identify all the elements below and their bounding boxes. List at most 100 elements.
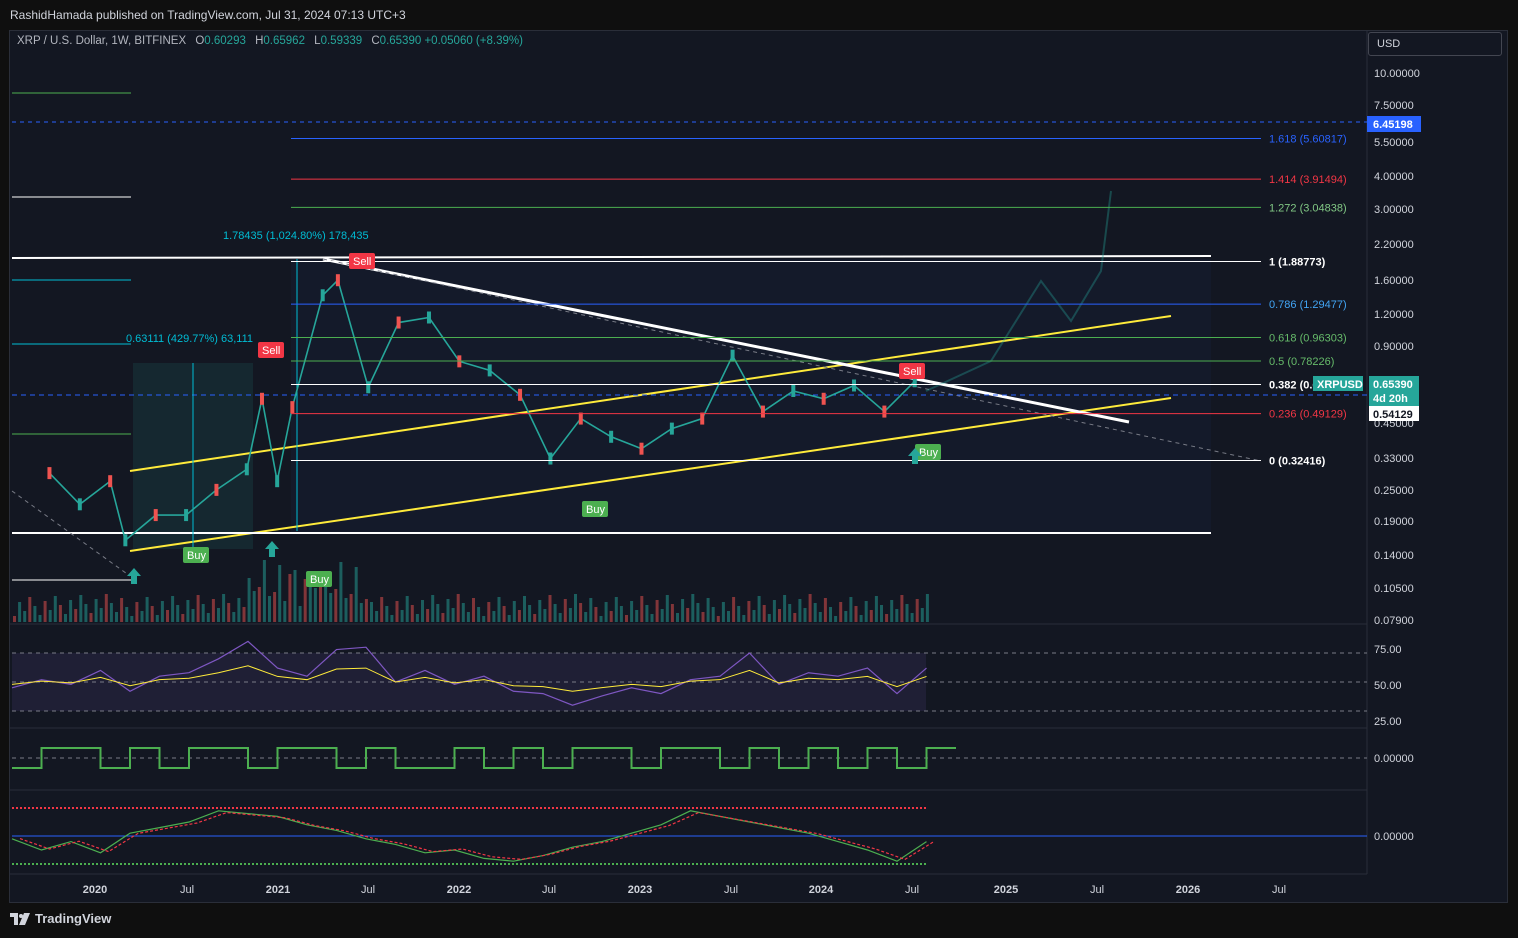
buy-signal-label: Buy bbox=[187, 550, 206, 562]
y-tick-label: 3.00000 bbox=[1374, 204, 1414, 216]
volume-bar bbox=[788, 604, 792, 622]
volume-bar bbox=[900, 595, 904, 622]
buy-arrow-icon bbox=[908, 448, 922, 464]
volume-bar bbox=[533, 614, 537, 622]
volume-bar bbox=[472, 598, 475, 622]
volume-bar bbox=[645, 605, 649, 622]
volume-bar bbox=[140, 611, 144, 622]
buy-signal-label: Buy bbox=[310, 574, 329, 586]
fib-label: 0.786 (1.29477) bbox=[1269, 299, 1347, 311]
volume-bar bbox=[217, 608, 220, 622]
sell-signal-label: Sell bbox=[353, 256, 371, 268]
volume-bar bbox=[298, 606, 302, 622]
volume-bar bbox=[324, 580, 328, 622]
volume-bar bbox=[268, 596, 271, 622]
buy-signal-box bbox=[183, 547, 209, 563]
volume-bar bbox=[502, 606, 506, 622]
volume-bar bbox=[23, 611, 27, 622]
volume-bar bbox=[58, 605, 62, 622]
volume-bar bbox=[568, 608, 572, 622]
volume-bar bbox=[191, 609, 195, 622]
candle bbox=[396, 316, 401, 329]
volume-bar bbox=[160, 601, 164, 622]
volume-bar bbox=[461, 603, 465, 622]
candle bbox=[730, 349, 735, 362]
volume-bar bbox=[619, 606, 623, 622]
volume-bar bbox=[359, 603, 363, 622]
buy-signal-box bbox=[306, 571, 332, 587]
y-tick-label: 1.20000 bbox=[1374, 309, 1414, 321]
x-tick-label: Jul bbox=[905, 884, 919, 896]
upper-channel-line bbox=[129, 315, 1172, 472]
volume-bar bbox=[74, 609, 78, 622]
candle bbox=[791, 384, 796, 397]
fib-zone bbox=[291, 259, 1211, 533]
volume-bar bbox=[803, 608, 807, 622]
volume-bar bbox=[405, 596, 409, 622]
volume-bar bbox=[130, 616, 134, 622]
candle bbox=[426, 311, 431, 324]
candle bbox=[578, 412, 583, 425]
tradingview-logo[interactable]: TradingView bbox=[10, 911, 111, 926]
price-line bbox=[48, 278, 916, 542]
volume-bar bbox=[497, 597, 501, 622]
volume-bar bbox=[273, 592, 277, 622]
x-tick-label: Jul bbox=[724, 884, 738, 896]
volume-bar bbox=[334, 589, 338, 622]
volume-bar bbox=[211, 599, 215, 622]
top-horizontal bbox=[11, 255, 1212, 259]
volume-bar bbox=[691, 594, 695, 622]
chart-frame[interactable]: 1.78435 (1,024.80%) 178,435 0.63111 (429.… bbox=[9, 30, 1508, 903]
volume-bar bbox=[150, 606, 154, 622]
volume-bar bbox=[885, 614, 889, 622]
volume-bar bbox=[120, 598, 124, 622]
volume-bar bbox=[818, 612, 822, 622]
volume-bar bbox=[732, 597, 736, 622]
candle bbox=[259, 392, 264, 405]
volume-bar bbox=[176, 605, 180, 622]
volume-bar bbox=[844, 611, 848, 622]
candle bbox=[882, 405, 887, 418]
sell-signal-box bbox=[349, 253, 375, 269]
candle bbox=[821, 392, 826, 405]
volume-bar bbox=[701, 612, 705, 622]
volume-bar bbox=[415, 614, 419, 622]
volume-bar bbox=[711, 607, 715, 622]
volume-bar bbox=[293, 570, 297, 622]
volume-bar bbox=[69, 600, 73, 622]
volume-bar bbox=[538, 600, 542, 622]
volume-bar bbox=[706, 598, 710, 622]
volume-bar bbox=[492, 611, 496, 622]
symbol-tag: XRPUSD bbox=[1317, 379, 1363, 391]
measure-annotation: 1.78435 (1,024.80%) 178,435 bbox=[223, 230, 369, 242]
volume-bar bbox=[303, 579, 307, 622]
candle bbox=[47, 467, 52, 480]
fib-label: 0.236 (0.49129) bbox=[1269, 409, 1347, 421]
y-tick-label: 1.60000 bbox=[1374, 275, 1414, 287]
projection-path bbox=[925, 190, 1112, 392]
last-price-tag: 0.65390 bbox=[1373, 379, 1413, 391]
volume-bar bbox=[895, 609, 899, 622]
volume-bar bbox=[925, 594, 929, 622]
currency-button[interactable]: USD bbox=[1368, 32, 1502, 56]
legend-close: 0.65390 bbox=[379, 35, 422, 47]
countdown-tag: 4d 20h bbox=[1373, 393, 1408, 405]
volume-bar bbox=[864, 601, 868, 622]
legend-c-label: C bbox=[371, 35, 380, 47]
volume-bar bbox=[380, 597, 384, 622]
level-tag: 0.54129 bbox=[1373, 409, 1413, 421]
candle bbox=[669, 422, 674, 435]
volume-bar bbox=[79, 595, 83, 622]
volume-bar bbox=[456, 594, 460, 622]
volume-bars bbox=[13, 560, 929, 622]
candle bbox=[275, 475, 280, 488]
volume-bar bbox=[38, 615, 42, 622]
volume-bar bbox=[630, 601, 634, 622]
y-tick-label: 0.10500 bbox=[1374, 583, 1414, 595]
volume-bar bbox=[839, 602, 843, 622]
drawings: 1.78435 (1,024.80%) 178,435 0.63111 (429.… bbox=[11, 92, 1367, 581]
chart-svg[interactable]: 1.78435 (1,024.80%) 178,435 0.63111 (429.… bbox=[10, 31, 1507, 902]
x-tick-label: 2022 bbox=[447, 884, 471, 896]
fib-label: 1.618 (5.60817) bbox=[1269, 134, 1347, 146]
osc2-tick-label: 0.00000 bbox=[1374, 831, 1414, 843]
